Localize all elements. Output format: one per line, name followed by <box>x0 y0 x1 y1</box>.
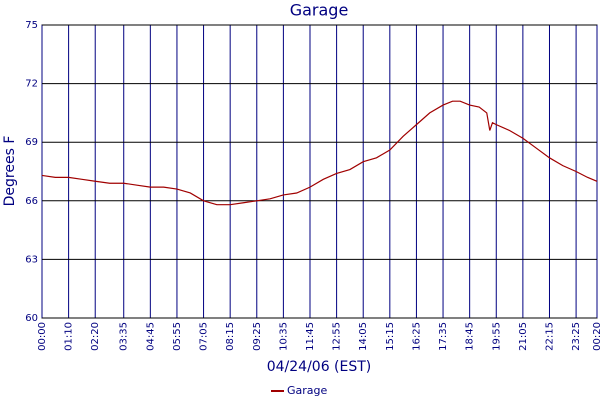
x-tick-label: 10:35 <box>278 322 289 351</box>
x-tick-label: 14:05 <box>358 322 369 351</box>
x-tick-label: 08:15 <box>225 322 236 351</box>
x-tick-label: 12:55 <box>332 322 343 351</box>
legend-label: Garage <box>287 384 328 397</box>
y-tick-label: 63 <box>25 254 38 265</box>
x-tick-label: 23:25 <box>571 322 582 351</box>
y-axis-label: Degrees F <box>2 136 18 207</box>
x-tick-label: 01:10 <box>64 322 75 351</box>
x-tick-label: 05:55 <box>172 322 183 351</box>
x-tick-label: 16:25 <box>411 322 422 351</box>
x-tick-label: 02:20 <box>90 322 101 351</box>
series-line <box>41 100 598 206</box>
x-tick-label: 00:00 <box>37 322 48 351</box>
x-tick-label: 00:20 <box>592 322 600 351</box>
x-tick-label: 07:05 <box>199 322 210 351</box>
x-tick-label: 03:35 <box>119 322 130 351</box>
x-tick-label: 09:25 <box>252 322 263 351</box>
y-tick-label: 69 <box>25 137 38 148</box>
x-tick-label: 21:05 <box>518 322 529 351</box>
plot-area <box>41 24 598 319</box>
x-tick-label: 15:15 <box>385 322 396 351</box>
y-tick-label: 60 <box>25 313 38 324</box>
x-axis-label: 04/24/06 (EST) <box>267 359 372 375</box>
y-tick-label: 75 <box>25 20 38 31</box>
x-tick-label: 19:55 <box>491 322 502 351</box>
chart-title: Garage <box>290 1 349 20</box>
y-tick-label: 72 <box>25 79 38 90</box>
y-tick-label: 66 <box>25 196 38 207</box>
x-tick-label: 17:35 <box>438 322 449 351</box>
x-tick-label: 22:15 <box>544 322 555 351</box>
x-tick-label: 18:45 <box>465 322 476 351</box>
x-tick-label: 04:45 <box>145 322 156 351</box>
x-tick-label: 11:45 <box>305 322 316 351</box>
